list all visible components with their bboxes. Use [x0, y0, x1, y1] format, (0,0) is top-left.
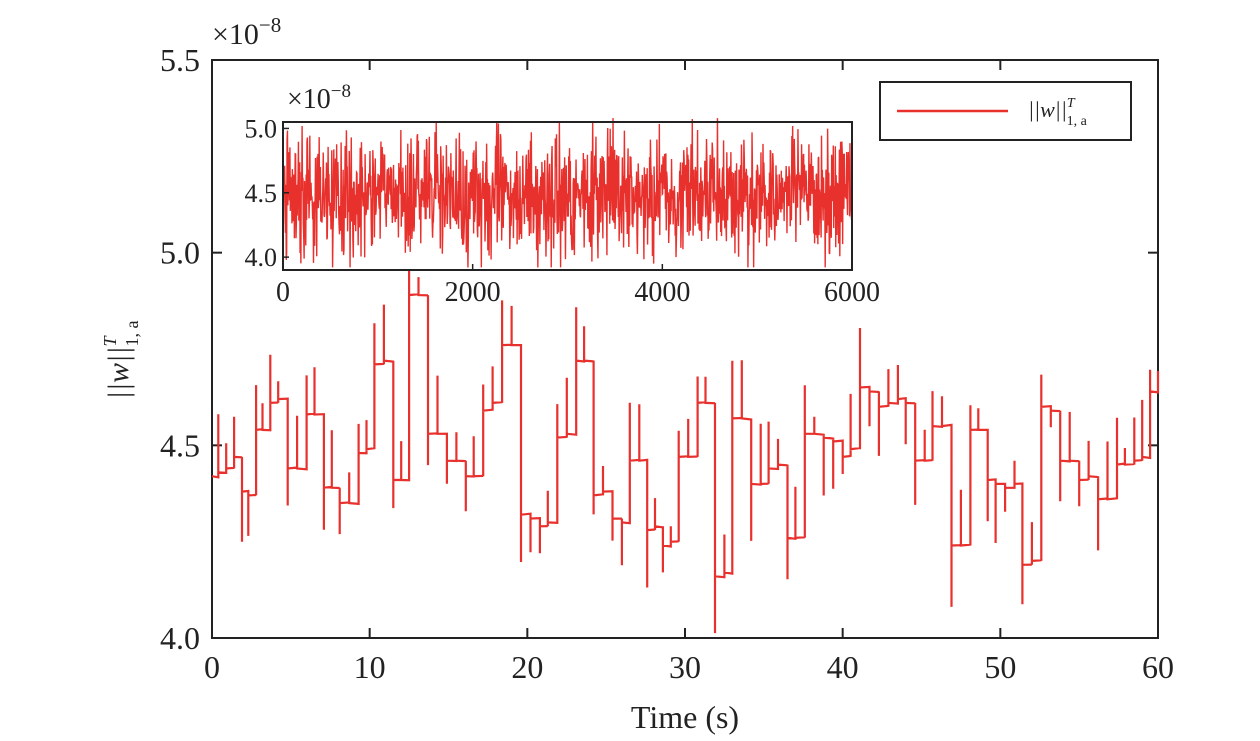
inset-y-tick-label: 5.0 [245, 114, 278, 143]
legend: ||w||T 1, a [879, 81, 1132, 141]
inset-x-tick-label: 4000 [634, 277, 690, 308]
main-y-tick-label: 5.0 [160, 235, 200, 271]
inset-series-line [282, 118, 853, 268]
main-x-tick-label: 0 [204, 649, 220, 685]
main-scale-exponent: ×10−8 [212, 13, 281, 51]
main-y-axis-label: ||w||T 1, a [100, 320, 142, 399]
main-y-tick-labels: 4.0 4.5 5.0 5.5 [160, 42, 200, 656]
inset-plot: 0 2000 4000 6000 4.0 4.5 5.0 ×10−8 [245, 81, 881, 308]
main-y-tick-label: 5.5 [160, 42, 200, 78]
main-x-tick-label: 30 [669, 649, 701, 685]
main-x-tick-label: 40 [827, 649, 859, 685]
main-series-line [211, 270, 1160, 634]
main-y-tick-label: 4.0 [160, 620, 200, 656]
inset-y-tick-label: 4.0 [245, 243, 278, 272]
inset-x-tick-label: 6000 [824, 277, 880, 308]
inset-plot-frame [282, 121, 853, 271]
inset-x-tick-labels: 0 2000 4000 6000 [276, 277, 880, 308]
main-x-tick-labels: 0 10 20 30 40 50 60 [204, 649, 1174, 685]
inset-x-tick-label: 0 [276, 277, 290, 308]
main-y-ticks [212, 59, 1158, 639]
main-x-ticks [211, 60, 1159, 638]
main-x-tick-label: 60 [1142, 649, 1174, 685]
inset-y-tick-labels: 4.0 4.5 5.0 [245, 114, 278, 272]
main-x-tick-label: 10 [354, 649, 386, 685]
inset-x-ticks [282, 264, 853, 270]
inset-x-tick-label: 2000 [445, 277, 501, 308]
main-x-tick-label: 20 [511, 649, 543, 685]
inset-y-ticks [283, 127, 289, 258]
main-y-tick-label: 4.5 [160, 427, 200, 463]
main-x-tick-label: 50 [984, 649, 1016, 685]
inset-noise-line [282, 118, 853, 268]
inset-scale-exponent: ×10−8 [287, 81, 351, 115]
legend-label: ||w||T 1, a [1028, 96, 1088, 129]
main-x-axis-label: Time (s) [631, 699, 739, 735]
inset-y-tick-label: 4.5 [245, 179, 278, 208]
